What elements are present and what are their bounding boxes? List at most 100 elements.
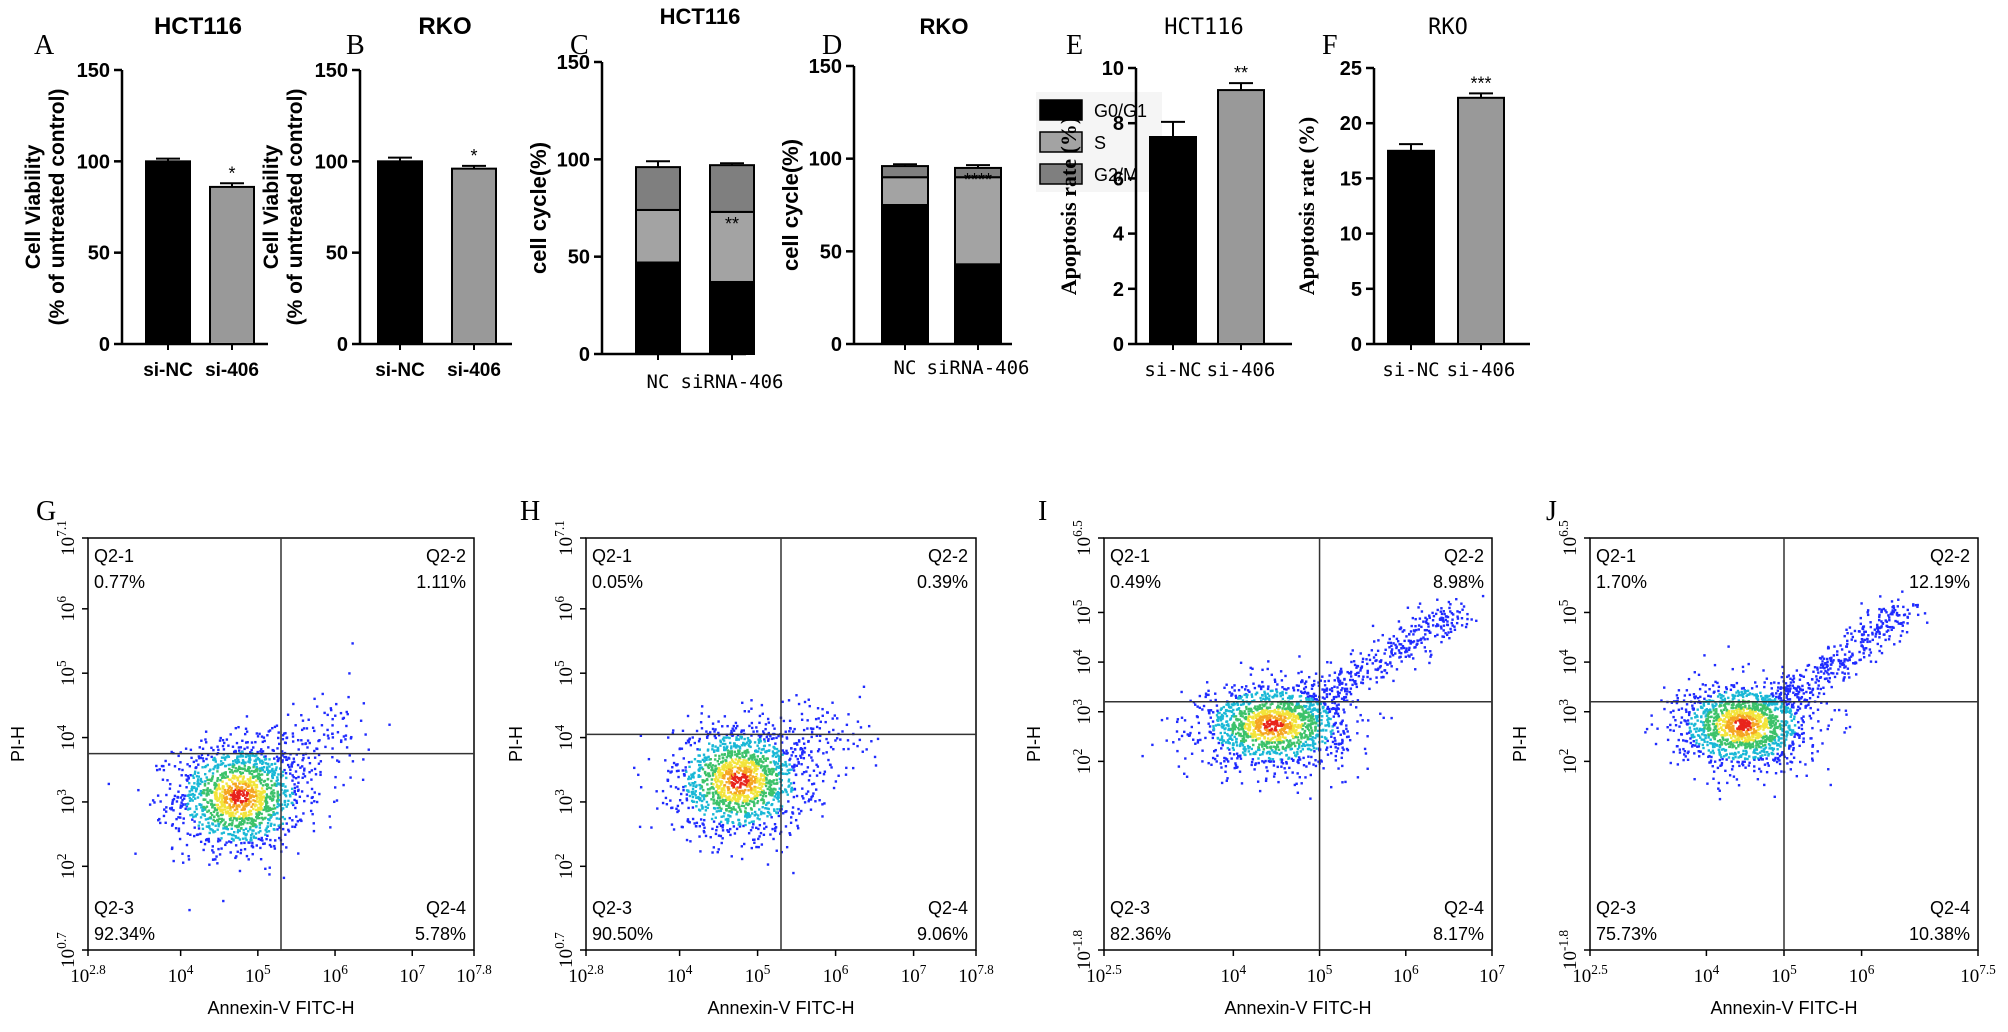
- scatter-point: [1341, 739, 1344, 743]
- scatter-point: [1292, 689, 1296, 692]
- scatter-point: [1199, 738, 1202, 742]
- scatter-point: [1464, 625, 1468, 629]
- scatter-point: [232, 839, 235, 842]
- scatter-point: [1321, 696, 1325, 699]
- scatter-point: [725, 759, 728, 762]
- scatter-point: [303, 799, 306, 803]
- scatter-point: [1439, 625, 1443, 628]
- scatter-point: [751, 775, 754, 778]
- scatter-point: [1244, 727, 1247, 730]
- scatter-point: [778, 759, 781, 763]
- scatter-point: [1311, 742, 1315, 745]
- scatter-point: [1279, 694, 1282, 698]
- scatter-point: [262, 842, 265, 846]
- scatter-point: [698, 783, 701, 787]
- scatter-point: [750, 699, 753, 702]
- scatter-point: [684, 741, 688, 745]
- scatter-point: [1279, 702, 1283, 706]
- scatter-point: [1330, 707, 1333, 711]
- scatter-point: [709, 762, 712, 765]
- scatter-point: [201, 813, 204, 816]
- scatter-point: [207, 840, 211, 843]
- scatter-point: [258, 816, 261, 820]
- scatter-point: [1220, 737, 1224, 740]
- scatter-point: [160, 764, 164, 768]
- scatter-point: [1328, 692, 1332, 696]
- tick-base: 10: [245, 966, 264, 987]
- scatter-point: [1265, 724, 1268, 728]
- scatter-point: [655, 790, 658, 793]
- scatter-point: [745, 801, 748, 804]
- scatter-point: [728, 804, 731, 807]
- scatter-point: [756, 755, 760, 758]
- scatter-point: [1240, 726, 1243, 729]
- scatter-point: [311, 812, 314, 816]
- scatter-point: [269, 814, 273, 817]
- scatter-point: [746, 761, 750, 764]
- scatter-point: [862, 685, 866, 688]
- scatter-point: [1306, 736, 1310, 739]
- significance-mark: *: [228, 163, 235, 183]
- tick-exponent: 7: [418, 962, 425, 977]
- scatter-point: [757, 763, 760, 766]
- scatter-point: [801, 772, 804, 776]
- scatter-point: [203, 813, 206, 816]
- scatter-point: [193, 793, 196, 797]
- scatter-point: [294, 793, 298, 796]
- scatter-point: [1244, 688, 1247, 691]
- scatter-point: [1255, 726, 1259, 729]
- scatter-point: [164, 759, 167, 763]
- scatter-point: [1208, 725, 1212, 728]
- scatter-point: [274, 839, 277, 842]
- scatter-point: [1312, 763, 1315, 766]
- x-tick-label: 106: [823, 962, 849, 987]
- scatter-point: [1256, 780, 1260, 783]
- scatter-point: [265, 809, 268, 813]
- tick-base: 10: [556, 796, 577, 815]
- scatter-point: [721, 767, 724, 771]
- scatter-point: [1183, 730, 1186, 734]
- scatter-point: [310, 769, 314, 772]
- scatter-point: [753, 769, 756, 772]
- scatter-point: [285, 776, 288, 780]
- scatter-point: [754, 778, 757, 781]
- scatter-point: [746, 797, 749, 800]
- scatter-point: [311, 795, 314, 799]
- scatter-point: [808, 774, 812, 777]
- scatter-point: [732, 825, 736, 828]
- scatter-point: [250, 823, 253, 826]
- scatter-point: [834, 739, 837, 742]
- scatter-point: [249, 790, 253, 793]
- scatter-point: [236, 769, 240, 772]
- scatter-point: [750, 812, 754, 815]
- scatter-point: [245, 838, 248, 842]
- scatter-point: [794, 773, 798, 777]
- scatter-point: [744, 813, 747, 816]
- scatter-point: [1293, 751, 1296, 754]
- scatter-point: [162, 764, 165, 768]
- scatter-point: [1278, 706, 1282, 709]
- scatter-point: [351, 760, 355, 763]
- scatter-point: [703, 759, 706, 762]
- scatter-point: [708, 792, 711, 795]
- scatter-point: [134, 852, 137, 855]
- scatter-point: [720, 800, 724, 803]
- scatter-point: [745, 782, 749, 785]
- scatter-point: [276, 776, 279, 779]
- bar: [145, 160, 191, 345]
- scatter-point: [726, 798, 730, 801]
- tick-base: 10: [58, 796, 79, 815]
- scatter-point: [1254, 727, 1257, 730]
- scatter-point: [1332, 707, 1335, 711]
- scatter-point: [222, 794, 225, 798]
- scatter-point: [703, 779, 707, 783]
- scatter-point: [747, 789, 750, 792]
- scatter-point: [722, 739, 726, 742]
- chart-title: HCT116: [1164, 15, 1243, 40]
- scatter-point: [770, 794, 774, 797]
- scatter-point: [1269, 728, 1273, 732]
- scatter-point: [268, 873, 271, 876]
- scatter-point: [1259, 719, 1262, 723]
- scatter-point: [232, 762, 235, 766]
- scatter-point: [1223, 731, 1226, 735]
